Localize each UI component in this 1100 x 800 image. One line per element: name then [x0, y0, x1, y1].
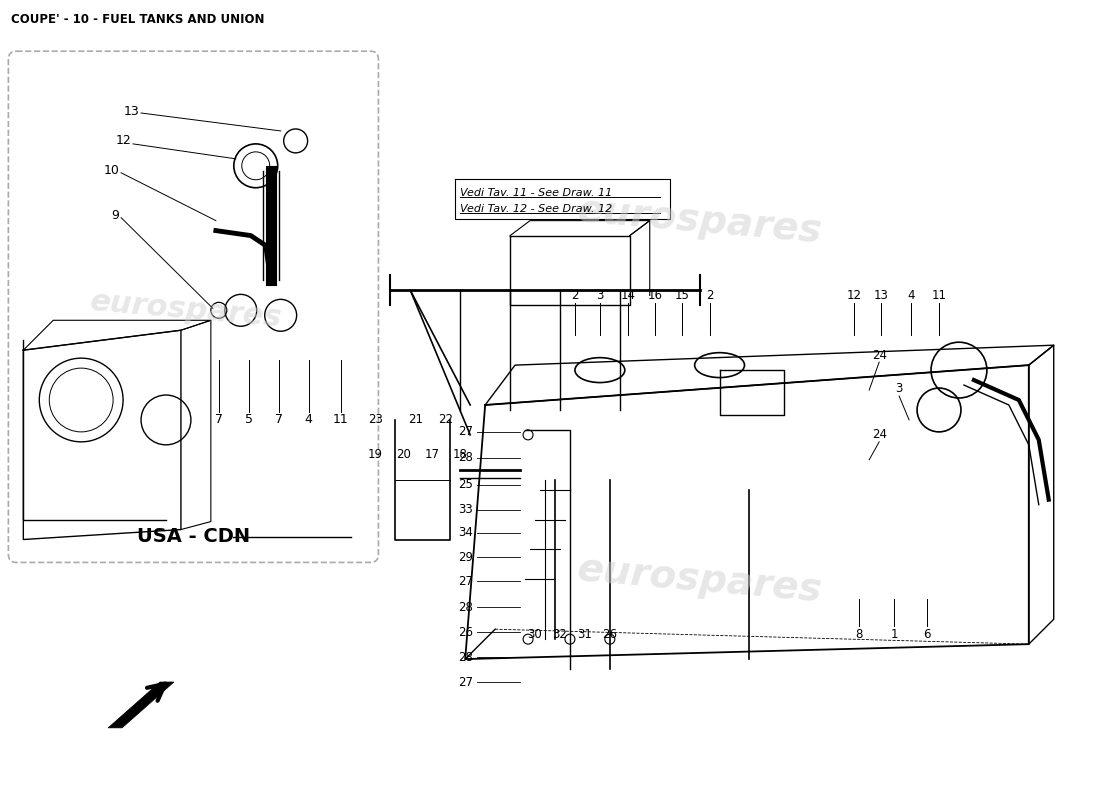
Text: 2: 2 — [706, 289, 713, 302]
Text: 14: 14 — [620, 289, 636, 302]
Text: 22: 22 — [438, 414, 453, 426]
Text: 33: 33 — [458, 503, 473, 516]
Text: 27: 27 — [458, 675, 473, 689]
Text: 1: 1 — [890, 628, 898, 641]
Text: 3: 3 — [895, 382, 903, 394]
Text: 28: 28 — [458, 650, 473, 664]
Text: eurospares: eurospares — [575, 191, 824, 250]
Text: 3: 3 — [596, 289, 604, 302]
Text: 12: 12 — [116, 134, 131, 147]
Text: COUPE' - 10 - FUEL TANKS AND UNION: COUPE' - 10 - FUEL TANKS AND UNION — [11, 14, 265, 26]
Text: 11: 11 — [932, 289, 946, 302]
Text: 15: 15 — [674, 289, 689, 302]
Text: 26: 26 — [458, 626, 473, 638]
Text: 32: 32 — [552, 628, 568, 641]
Text: 13: 13 — [123, 105, 139, 118]
Text: 18: 18 — [453, 448, 468, 462]
Text: 24: 24 — [871, 349, 887, 362]
Text: 4: 4 — [908, 289, 915, 302]
Text: 30: 30 — [528, 628, 542, 641]
Text: 28: 28 — [458, 451, 473, 464]
Text: USA - CDN: USA - CDN — [136, 527, 250, 546]
Text: 20: 20 — [396, 448, 410, 462]
Text: 4: 4 — [305, 414, 312, 426]
Text: 24: 24 — [871, 428, 887, 442]
Text: Vedi Tav. 11 - See Draw. 11: Vedi Tav. 11 - See Draw. 11 — [460, 188, 613, 198]
Text: 17: 17 — [425, 448, 440, 462]
Text: 7: 7 — [275, 414, 283, 426]
Text: eurospares: eurospares — [89, 287, 283, 333]
Text: 26: 26 — [603, 628, 617, 641]
Text: 23: 23 — [368, 414, 383, 426]
Text: Vedi Tav. 12 - See Draw. 12: Vedi Tav. 12 - See Draw. 12 — [460, 204, 613, 214]
Text: 11: 11 — [332, 414, 349, 426]
Text: 12: 12 — [847, 289, 861, 302]
Text: 16: 16 — [647, 289, 662, 302]
Text: 27: 27 — [458, 575, 473, 588]
Text: 25: 25 — [458, 478, 473, 491]
Polygon shape — [108, 682, 174, 728]
Text: 21: 21 — [408, 414, 422, 426]
Text: 31: 31 — [578, 628, 592, 641]
Text: 9: 9 — [111, 209, 119, 222]
Text: 27: 27 — [458, 426, 473, 438]
Text: 13: 13 — [873, 289, 889, 302]
Text: 34: 34 — [458, 526, 473, 539]
Text: 7: 7 — [214, 414, 223, 426]
Text: 8: 8 — [856, 628, 862, 641]
Text: 5: 5 — [245, 414, 253, 426]
Text: 2: 2 — [571, 289, 579, 302]
Text: eurospares: eurospares — [575, 550, 824, 609]
Text: 28: 28 — [458, 601, 473, 614]
Text: 29: 29 — [458, 551, 473, 564]
Text: 19: 19 — [367, 448, 383, 462]
Text: 6: 6 — [923, 628, 931, 641]
Text: 10: 10 — [103, 164, 119, 178]
